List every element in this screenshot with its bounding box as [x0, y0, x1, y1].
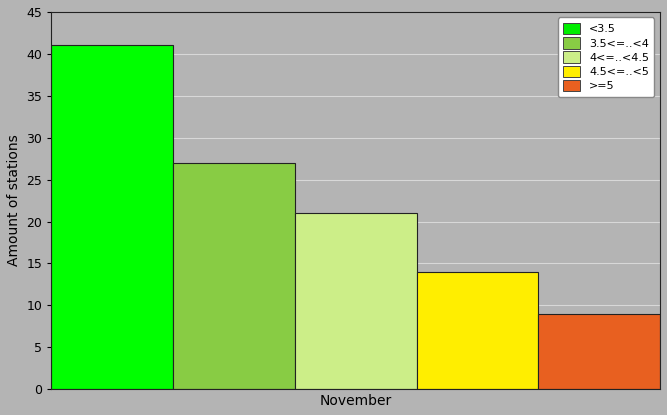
Bar	[417, 272, 538, 389]
Y-axis label: Amount of stations: Amount of stations	[7, 135, 21, 266]
Bar	[295, 213, 417, 389]
Bar	[51, 46, 173, 389]
Legend: <3.5, 3.5<=..<4, 4<=..<4.5, 4.5<=..<5, >=5: <3.5, 3.5<=..<4, 4<=..<4.5, 4.5<=..<5, >…	[558, 17, 654, 97]
Bar	[538, 314, 660, 389]
Bar	[173, 163, 295, 389]
